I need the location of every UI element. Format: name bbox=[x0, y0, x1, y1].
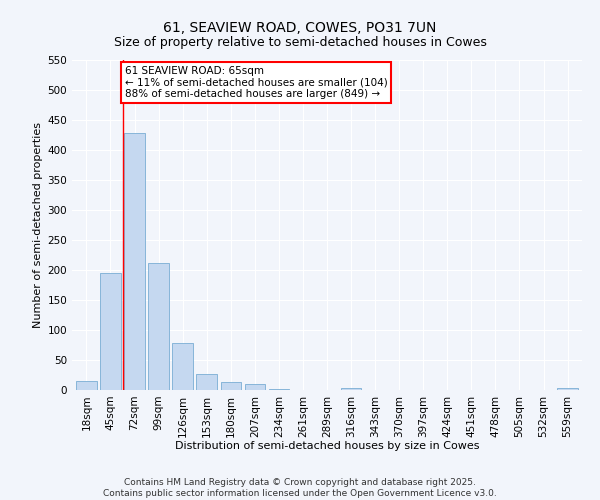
Bar bbox=[172, 343, 193, 390]
Y-axis label: Number of semi-detached properties: Number of semi-detached properties bbox=[33, 122, 43, 328]
Text: Size of property relative to semi-detached houses in Cowes: Size of property relative to semi-detach… bbox=[113, 36, 487, 49]
X-axis label: Distribution of semi-detached houses by size in Cowes: Distribution of semi-detached houses by … bbox=[175, 441, 479, 451]
Bar bbox=[100, 273, 121, 390]
Bar bbox=[76, 381, 97, 390]
Bar bbox=[341, 388, 361, 390]
Bar bbox=[124, 133, 145, 390]
Text: 61 SEAVIEW ROAD: 65sqm
← 11% of semi-detached houses are smaller (104)
88% of se: 61 SEAVIEW ROAD: 65sqm ← 11% of semi-det… bbox=[125, 66, 388, 99]
Bar bbox=[557, 388, 578, 390]
Text: 61, SEAVIEW ROAD, COWES, PO31 7UN: 61, SEAVIEW ROAD, COWES, PO31 7UN bbox=[163, 20, 437, 34]
Bar bbox=[221, 382, 241, 390]
Text: Contains HM Land Registry data © Crown copyright and database right 2025.
Contai: Contains HM Land Registry data © Crown c… bbox=[103, 478, 497, 498]
Bar bbox=[196, 374, 217, 390]
Bar bbox=[245, 384, 265, 390]
Bar bbox=[148, 263, 169, 390]
Bar bbox=[269, 389, 289, 390]
